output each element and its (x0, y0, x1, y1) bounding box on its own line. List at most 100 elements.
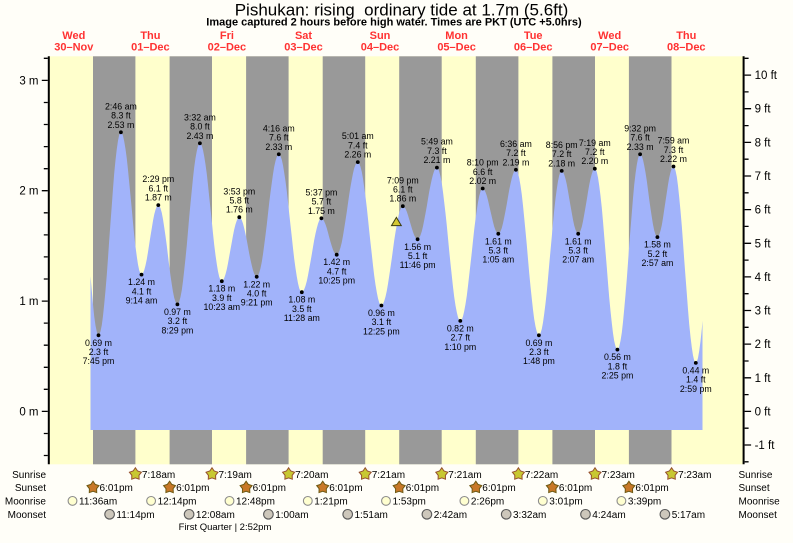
svg-text:3.5 ft: 3.5 ft (292, 304, 312, 314)
svg-text:4 ft: 4 ft (755, 272, 772, 284)
svg-text:5.3 ft: 5.3 ft (568, 246, 588, 256)
svg-text:3:32 am: 3:32 am (184, 112, 216, 122)
svg-text:02–Dec: 02–Dec (208, 42, 247, 54)
svg-text:0.69 m: 0.69 m (525, 338, 552, 348)
svg-text:1.08 m: 1.08 m (288, 295, 315, 305)
svg-text:7:59 am: 7:59 am (658, 136, 690, 146)
svg-text:2.18 m: 2.18 m (548, 158, 575, 168)
svg-text:1:48 pm: 1:48 pm (523, 356, 555, 366)
svg-text:6 ft: 6 ft (755, 205, 772, 217)
svg-text:4:24am: 4:24am (592, 510, 625, 521)
svg-text:Sunrise: Sunrise (12, 470, 46, 481)
svg-text:7:45 pm: 7:45 pm (83, 356, 115, 366)
svg-text:1.61 m: 1.61 m (565, 236, 592, 246)
svg-text:1.22 m: 1.22 m (243, 279, 270, 289)
svg-text:2.3 ft: 2.3 ft (89, 347, 109, 357)
svg-text:2.3 ft: 2.3 ft (529, 347, 549, 357)
svg-text:1.4 ft: 1.4 ft (686, 375, 706, 385)
svg-text:5.1 ft: 5.1 ft (408, 251, 428, 261)
svg-text:12:08am: 12:08am (196, 510, 235, 521)
svg-text:2:59 pm: 2:59 pm (680, 384, 712, 394)
svg-text:Wed: Wed (598, 30, 621, 42)
svg-text:1.56 m: 1.56 m (404, 242, 431, 252)
svg-text:5.2 ft: 5.2 ft (648, 249, 668, 259)
svg-text:1 m: 1 m (19, 296, 38, 308)
svg-text:10:23 am: 10:23 am (203, 302, 240, 312)
svg-text:11:14pm: 11:14pm (116, 510, 154, 521)
svg-text:2.33 m: 2.33 m (627, 142, 654, 152)
svg-text:7:23am: 7:23am (678, 470, 711, 481)
svg-text:5:49 am: 5:49 am (421, 137, 453, 147)
svg-text:7:09 pm: 7:09 pm (387, 175, 419, 185)
svg-text:4.7 ft: 4.7 ft (327, 266, 347, 276)
svg-text:5:37 pm: 5:37 pm (306, 187, 338, 197)
svg-text:2.19 m: 2.19 m (502, 157, 529, 167)
svg-text:3 m: 3 m (19, 75, 38, 87)
svg-text:01–Dec: 01–Dec (131, 42, 170, 54)
svg-text:5.3 ft: 5.3 ft (489, 246, 509, 256)
svg-text:8:10 pm: 8:10 pm (467, 158, 499, 168)
svg-text:Pishukan: rising ordinary tid: Pishukan: rising ordinary tide at 1.7m (… (235, 1, 569, 20)
svg-text:2:26pm: 2:26pm (471, 497, 504, 508)
svg-text:3:53 pm: 3:53 pm (223, 186, 255, 196)
svg-text:6:01pm: 6:01pm (100, 483, 133, 494)
svg-text:0.97 m: 0.97 m (164, 307, 191, 317)
svg-text:1 ft: 1 ft (755, 373, 772, 385)
svg-text:Sunset: Sunset (15, 483, 46, 494)
svg-text:3.9 ft: 3.9 ft (212, 293, 232, 303)
svg-text:1:00am: 1:00am (275, 510, 308, 521)
svg-text:2:57 am: 2:57 am (642, 258, 674, 268)
svg-text:1.61 m: 1.61 m (485, 236, 512, 246)
svg-text:6:01pm: 6:01pm (329, 483, 362, 494)
svg-text:9 ft: 9 ft (755, 104, 772, 116)
svg-text:03–Dec: 03–Dec (284, 42, 323, 54)
svg-text:Thu: Thu (676, 30, 696, 42)
svg-text:0.44 m: 0.44 m (682, 365, 709, 375)
svg-text:3 ft: 3 ft (755, 306, 772, 318)
svg-text:9:21 pm: 9:21 pm (241, 298, 273, 308)
svg-text:6:01pm: 6:01pm (482, 483, 515, 494)
svg-text:2 ft: 2 ft (755, 339, 772, 351)
svg-text:2.20 m: 2.20 m (581, 156, 608, 166)
svg-text:6.1 ft: 6.1 ft (393, 185, 413, 195)
svg-text:Moonset: Moonset (8, 510, 47, 521)
svg-text:0 ft: 0 ft (755, 406, 772, 418)
svg-text:0.82 m: 0.82 m (447, 323, 474, 333)
svg-text:1.8 ft: 1.8 ft (608, 361, 628, 371)
svg-text:7:21am: 7:21am (448, 470, 481, 481)
svg-text:3.1 ft: 3.1 ft (372, 317, 392, 327)
svg-text:7.6 ft: 7.6 ft (630, 133, 650, 143)
svg-text:6:01pm: 6:01pm (176, 483, 209, 494)
svg-text:10 ft: 10 ft (755, 70, 778, 82)
svg-text:5.7 ft: 5.7 ft (312, 197, 332, 207)
svg-text:2:42am: 2:42am (434, 510, 467, 521)
svg-text:1:05 am: 1:05 am (482, 255, 514, 265)
svg-text:12:48pm: 12:48pm (236, 497, 275, 508)
svg-text:6:36 am: 6:36 am (500, 139, 532, 149)
svg-text:1.75 m: 1.75 m (308, 206, 335, 216)
svg-text:2.22 m: 2.22 m (660, 154, 687, 164)
svg-text:2.21 m: 2.21 m (423, 155, 450, 165)
svg-text:7:22am: 7:22am (525, 470, 558, 481)
svg-text:2.7 ft: 2.7 ft (451, 333, 471, 343)
svg-text:11:46 pm: 11:46 pm (400, 260, 436, 270)
svg-text:Sun: Sun (370, 30, 391, 42)
svg-text:8.3 ft: 8.3 ft (111, 111, 131, 121)
svg-text:Sat: Sat (295, 30, 312, 42)
svg-text:2.43 m: 2.43 m (186, 131, 213, 141)
svg-text:8 ft: 8 ft (755, 137, 772, 149)
svg-text:3.2 ft: 3.2 ft (168, 316, 188, 326)
svg-text:1:53pm: 1:53pm (393, 497, 426, 508)
svg-text:Thu: Thu (140, 30, 160, 42)
svg-text:04–Dec: 04–Dec (361, 42, 400, 54)
svg-text:0.96 m: 0.96 m (368, 308, 395, 318)
svg-text:2:46 am: 2:46 am (105, 101, 137, 111)
svg-text:Sunrise: Sunrise (739, 470, 773, 481)
svg-text:0.56 m: 0.56 m (604, 352, 631, 362)
svg-text:7.3 ft: 7.3 ft (427, 146, 447, 156)
svg-text:6:01pm: 6:01pm (406, 483, 439, 494)
svg-text:1.24 m: 1.24 m (128, 277, 155, 287)
svg-text:9:14 am: 9:14 am (126, 296, 158, 306)
svg-text:7.3 ft: 7.3 ft (664, 145, 684, 155)
svg-text:1:51am: 1:51am (355, 510, 388, 521)
